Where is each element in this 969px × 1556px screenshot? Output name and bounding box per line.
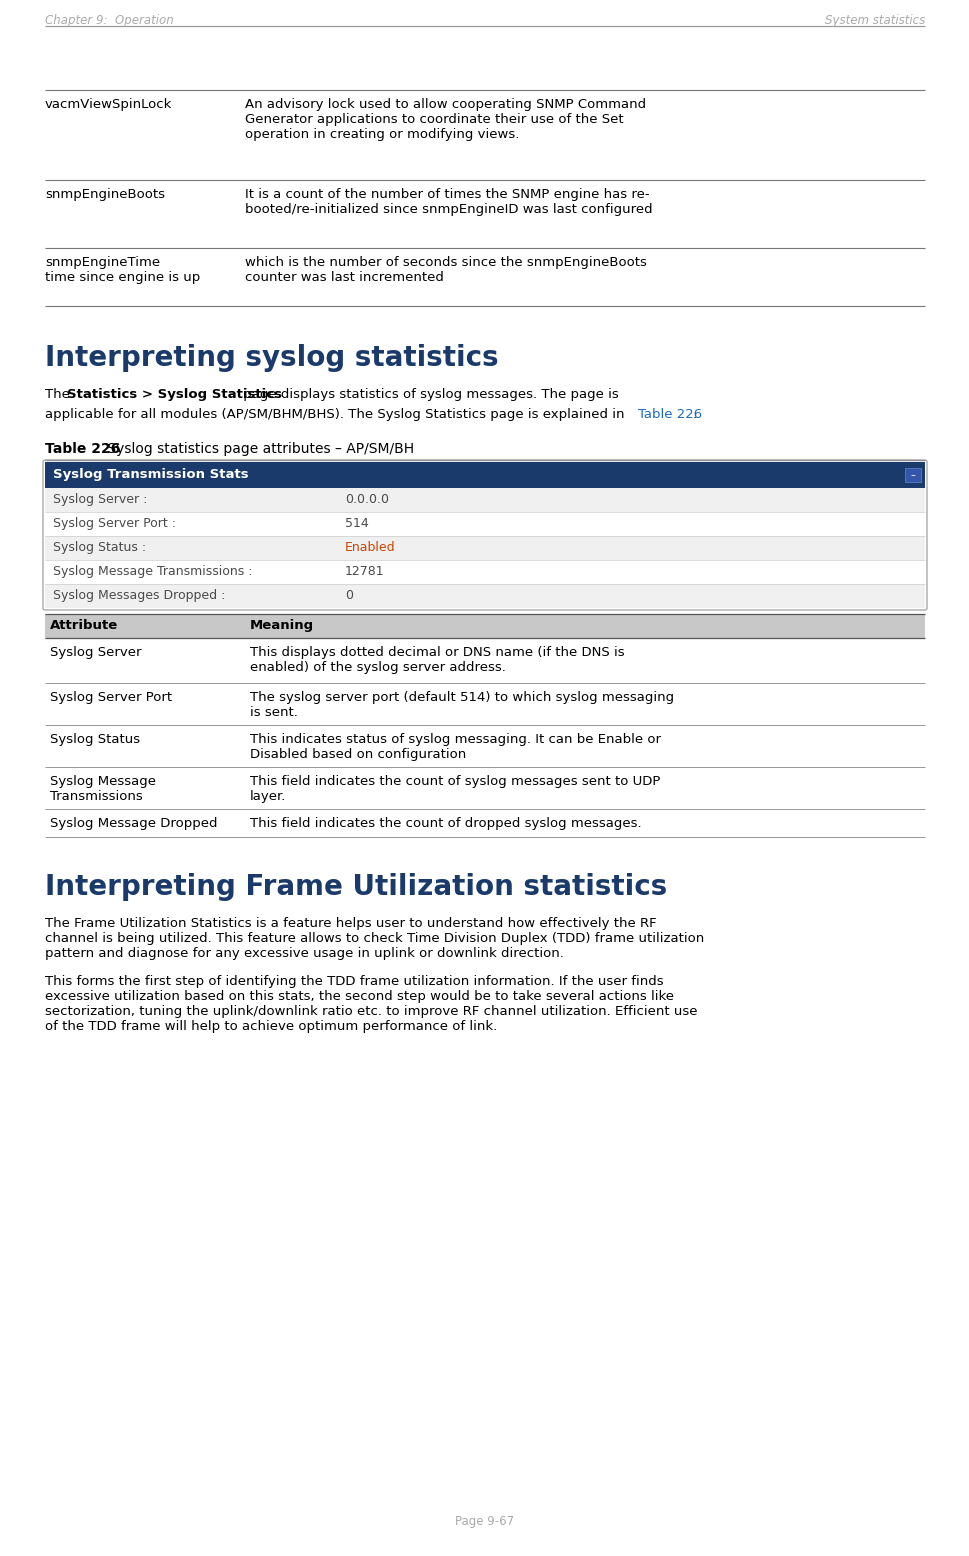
Text: snmpEngineBoots: snmpEngineBoots [45,188,165,201]
Text: Statistics > Syslog Statistics: Statistics > Syslog Statistics [67,387,282,401]
Text: Syslog statistics page attributes – AP/SM/BH: Syslog statistics page attributes – AP/S… [103,442,414,456]
Text: Table 226: Table 226 [638,408,702,422]
Text: vacmViewSpinLock: vacmViewSpinLock [45,98,172,110]
Text: Syslog Server: Syslog Server [50,646,141,660]
Text: which is the number of seconds since the snmpEngineBoots
counter was last increm: which is the number of seconds since the… [245,257,646,285]
Text: This field indicates the count of syslog messages sent to UDP
layer.: This field indicates the count of syslog… [250,775,660,803]
Text: Meaning: Meaning [250,618,314,632]
Text: 0.0.0.0: 0.0.0.0 [345,493,389,506]
Text: applicable for all modules (AP/SM/BHM/BHS). The Syslog Statistics page is explai: applicable for all modules (AP/SM/BHM/BH… [45,408,628,422]
Text: Syslog Messages Dropped :: Syslog Messages Dropped : [53,588,225,602]
Text: Syslog Message Dropped: Syslog Message Dropped [50,817,217,829]
Text: The Frame Utilization Statistics is a feature helps user to understand how effec: The Frame Utilization Statistics is a fe… [45,916,703,960]
Bar [45,462,924,489]
Text: Attribute: Attribute [50,618,118,632]
Text: This indicates status of syslog messaging. It can be Enable or
Disabled based on: This indicates status of syslog messagin… [250,733,660,761]
Text: 12781: 12781 [345,565,385,577]
Text: Enabled: Enabled [345,540,395,554]
Text: Syslog Status :: Syslog Status : [53,540,146,554]
Text: Syslog Message Transmissions :: Syslog Message Transmissions : [53,565,252,577]
Text: System statistics: System statistics [824,14,924,26]
Text: An advisory lock used to allow cooperating SNMP Command
Generator applications t: An advisory lock used to allow cooperati… [245,98,645,142]
Text: Interpreting syslog statistics: Interpreting syslog statistics [45,344,498,372]
Bar [45,584,924,608]
FancyBboxPatch shape [904,468,920,482]
Text: Syslog Status: Syslog Status [50,733,140,745]
Text: It is a count of the number of times the SNMP engine has re-
booted/re-initializ: It is a count of the number of times the… [245,188,652,216]
Text: The syslog server port (default 514) to which syslog messaging
is sent.: The syslog server port (default 514) to … [250,691,673,719]
Text: page displays statistics of syslog messages. The page is: page displays statistics of syslog messa… [238,387,618,401]
Bar [45,489,924,512]
Text: Table 226: Table 226 [45,442,120,456]
Text: 0: 0 [345,588,353,602]
Bar [45,535,924,560]
Text: Chapter 9:  Operation: Chapter 9: Operation [45,14,173,26]
Text: This forms the first step of identifying the TDD frame utilization information. : This forms the first step of identifying… [45,976,697,1033]
Text: snmpEngineTime
time since engine is up: snmpEngineTime time since engine is up [45,257,200,285]
Text: Syslog Server Port :: Syslog Server Port : [53,517,175,529]
Text: 514: 514 [345,517,368,529]
Text: –: – [910,470,915,479]
Text: Interpreting Frame Utilization statistics: Interpreting Frame Utilization statistic… [45,873,667,901]
Text: This field indicates the count of dropped syslog messages.: This field indicates the count of droppe… [250,817,641,829]
Bar [45,615,924,638]
Bar [45,512,924,535]
Bar [45,560,924,584]
Text: Page 9-67: Page 9-67 [455,1516,514,1528]
Text: Syslog Transmission Stats: Syslog Transmission Stats [53,467,248,481]
Text: The: The [45,387,74,401]
Text: This displays dotted decimal or DNS name (if the DNS is
enabled) of the syslog s: This displays dotted decimal or DNS name… [250,646,624,674]
Text: .: . [692,408,697,422]
Text: Syslog Server :: Syslog Server : [53,493,147,506]
Text: Syslog Server Port: Syslog Server Port [50,691,172,703]
Text: Syslog Message
Transmissions: Syslog Message Transmissions [50,775,156,803]
